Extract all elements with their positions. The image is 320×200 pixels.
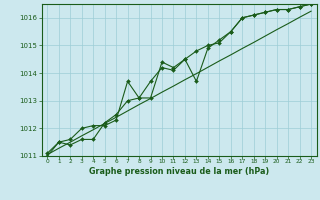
X-axis label: Graphe pression niveau de la mer (hPa): Graphe pression niveau de la mer (hPa) bbox=[89, 167, 269, 176]
